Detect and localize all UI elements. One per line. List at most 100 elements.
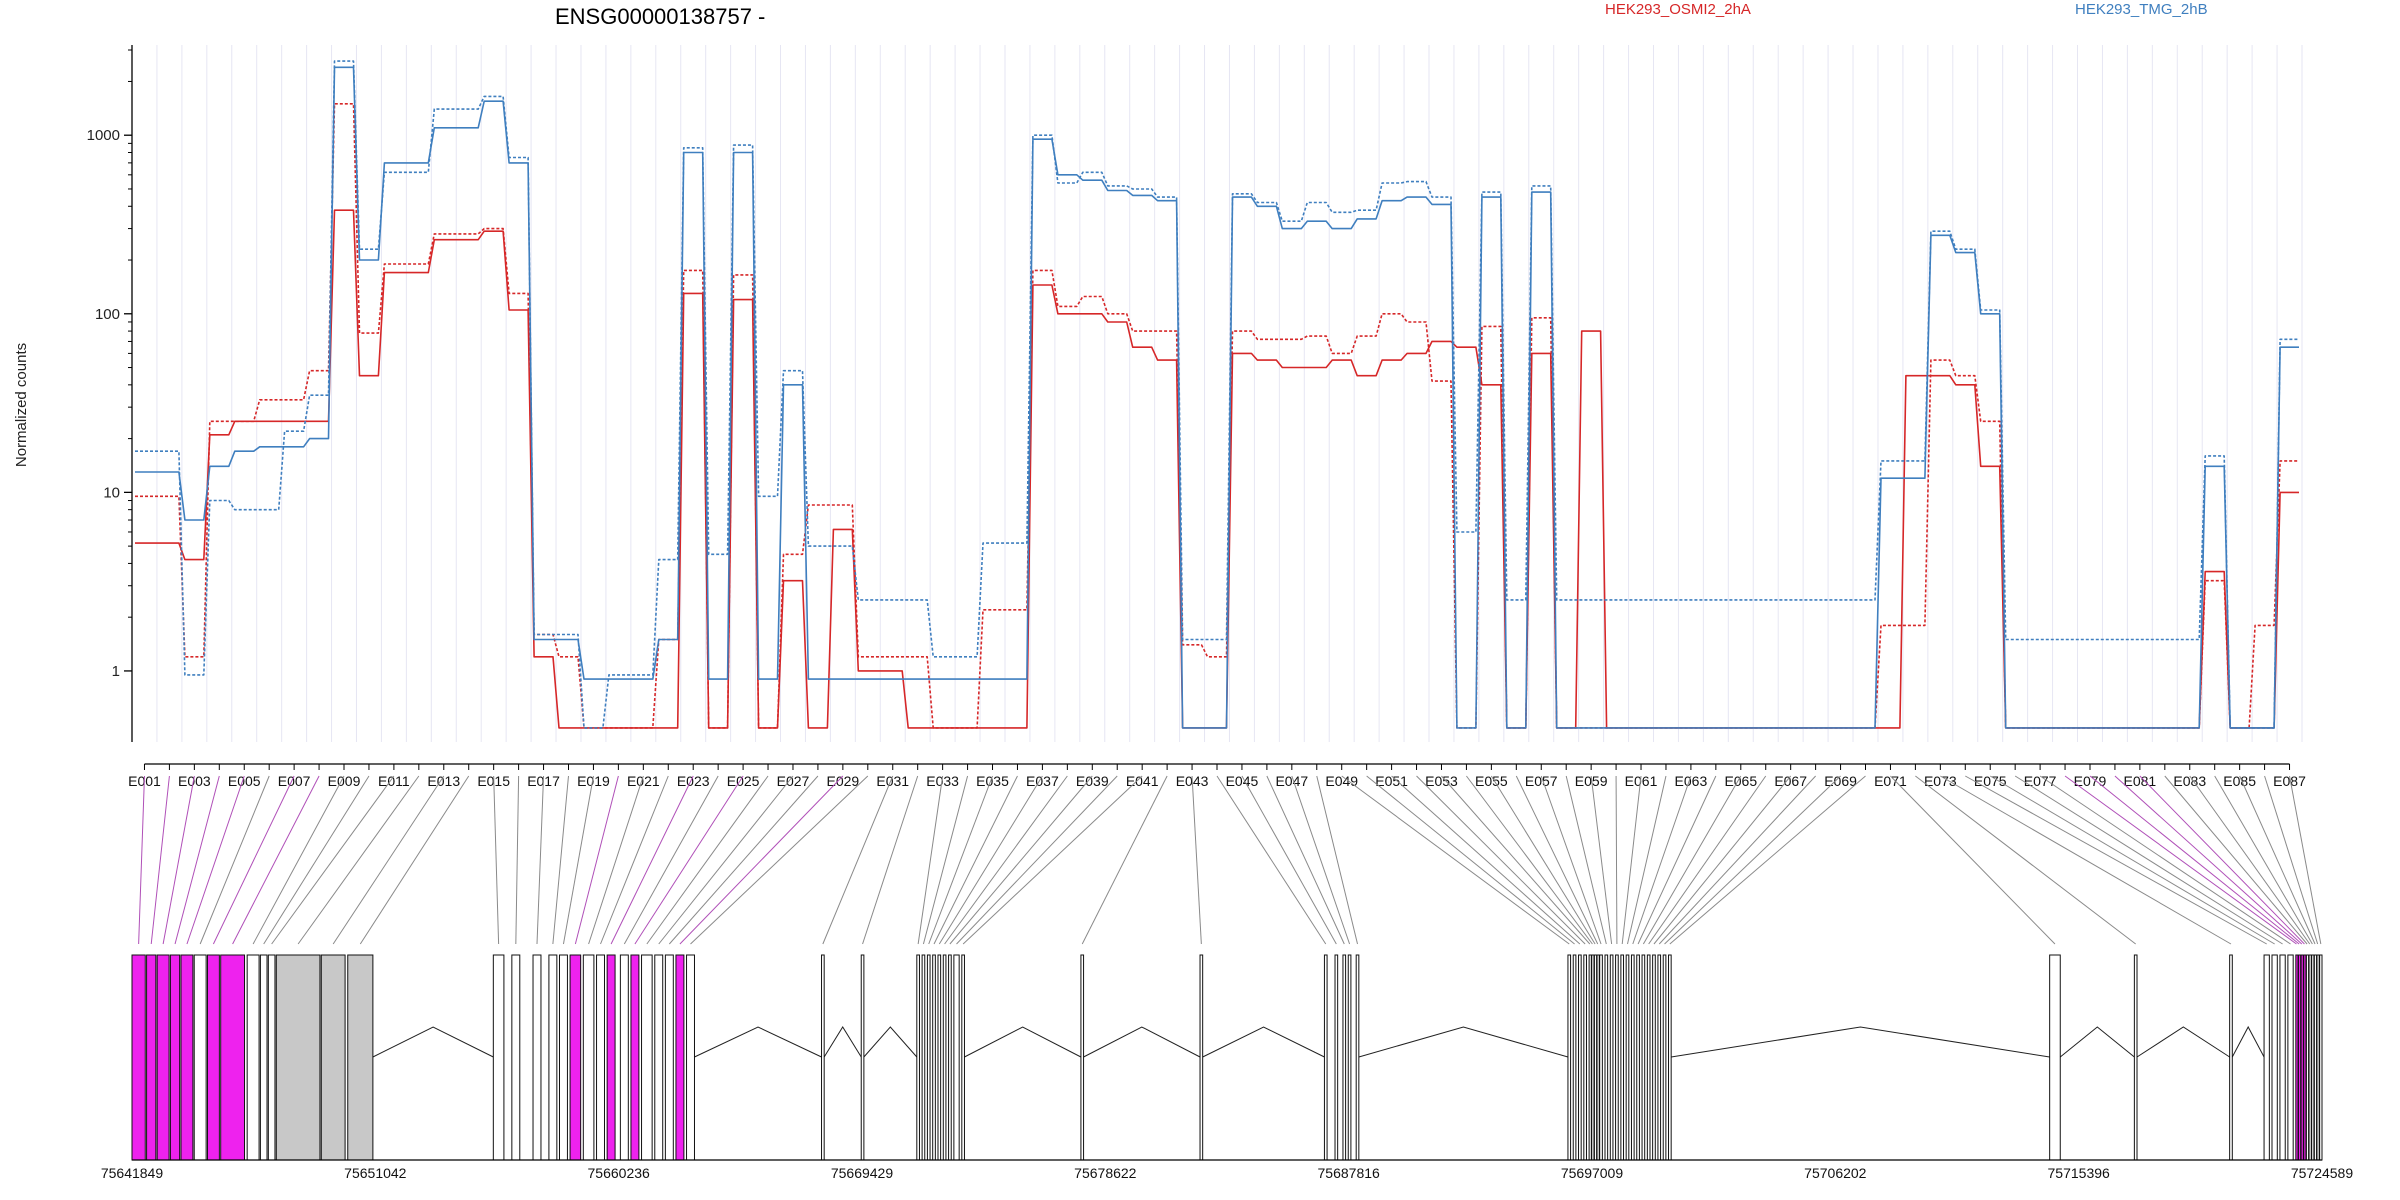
exon-label: E009 [328,773,361,789]
exon-connector [928,775,993,945]
exon-box [569,954,582,1161]
exon-connector [2214,775,2313,945]
exon-box [1199,954,1204,1161]
intron-line [1083,1026,1201,1058]
exon-label: E071 [1874,773,1907,789]
exon-connector [956,775,1118,945]
exon-box [558,954,568,1161]
chart-title: ENSG00000138757 - [555,4,765,29]
exon-box [1636,954,1640,1161]
exon-connector [1191,775,1202,945]
exon-box [2308,954,2312,1161]
exon-connector [1989,775,2275,945]
exon-label: E035 [976,773,1009,789]
exon-connector [297,775,420,945]
series-line-osmi-1 [135,103,2299,729]
exon-label: E077 [2024,773,2057,789]
exon-connector [1890,775,2056,945]
exon-connector [1642,775,1742,945]
exon-connector [690,775,869,945]
exon-label: E085 [2223,773,2256,789]
exon-box [146,954,157,1161]
exon-connector [138,775,145,945]
exon-connector [263,775,370,945]
exon-connector [1965,775,2267,945]
exon-box [548,954,558,1161]
exon-label: E023 [677,773,710,789]
exon-label: E007 [278,773,311,789]
exon-box [2311,954,2315,1161]
exon-connector [1266,775,1345,945]
exon-connector [536,775,545,945]
exon-label: E053 [1425,773,1458,789]
legend-entry-tmg: HEK293_TMG_2hB [2075,1,2208,18]
exon-box [619,954,629,1161]
exon-connector [917,775,944,945]
intron-line [2231,1025,2265,1058]
exon-box [921,954,926,1161]
exon-connector [174,775,220,945]
exon-box [1578,954,1582,1161]
exon-box [1657,954,1662,1161]
exon-label: E033 [926,773,959,789]
exon-connector [949,775,1093,945]
exon-connector [1648,775,1767,945]
series-line-osmi-0 [135,209,2299,729]
exon-connector [2139,775,2305,945]
exon-connector [562,775,594,945]
intron-line [2136,1026,2230,1058]
exon-box [267,954,276,1161]
exon-connector [271,775,395,945]
y-axis: 1 10 100 1000 [87,45,133,742]
exon-connector [1632,775,1692,945]
exon-label: E021 [627,773,660,789]
exon-connector [1291,775,1351,945]
exon-box [1668,954,1672,1161]
exon-box [320,954,346,1161]
exon-label: E067 [1774,773,1807,789]
exon-box [1323,954,1328,1161]
exon-box [156,954,170,1161]
genomic-tick-label: 75706202 [1804,1165,1867,1181]
exon-connector [668,775,819,945]
exon-connector [162,775,195,945]
exon-grid [131,45,2303,742]
exon-connector [493,775,500,945]
exon-connector [2014,775,2283,945]
exon-box [961,954,965,1161]
exon-connector [1391,775,1581,945]
exon-box [1591,954,1595,1161]
exon-connector [634,775,744,945]
exon-box [821,954,825,1161]
exon-connectors [138,775,2322,945]
exon-box [1355,954,1360,1161]
exon-box [942,954,947,1161]
exon-connector [1565,775,1607,945]
exon-connector [2239,775,2316,945]
exon-connector [623,775,719,945]
exon-box [1641,954,1646,1161]
exon-label: E027 [777,773,810,789]
exon-connector [1915,775,2136,945]
exon-connector [2039,775,2291,945]
exon-connector [1540,775,1602,945]
exon-connector [1216,775,1327,945]
exon-box [1572,954,1577,1161]
exon-label: E051 [1375,773,1408,789]
exon-box [1615,954,1619,1161]
exon-connector [1615,775,1618,945]
exon-box [180,954,194,1161]
exon-connector [679,775,844,945]
exon-connector [186,775,245,945]
exon-box [1593,954,1598,1161]
exon-connector [822,775,894,945]
exon-connector [944,775,1068,945]
exon-box [2300,954,2304,1161]
exon-label: E005 [228,773,261,789]
exon-connector [1366,775,1575,945]
exon-connector [1466,775,1593,945]
exon-box [492,954,505,1161]
exon-label: E037 [1026,773,1059,789]
exon-connector [1658,775,1816,945]
exon-connector [199,775,270,945]
